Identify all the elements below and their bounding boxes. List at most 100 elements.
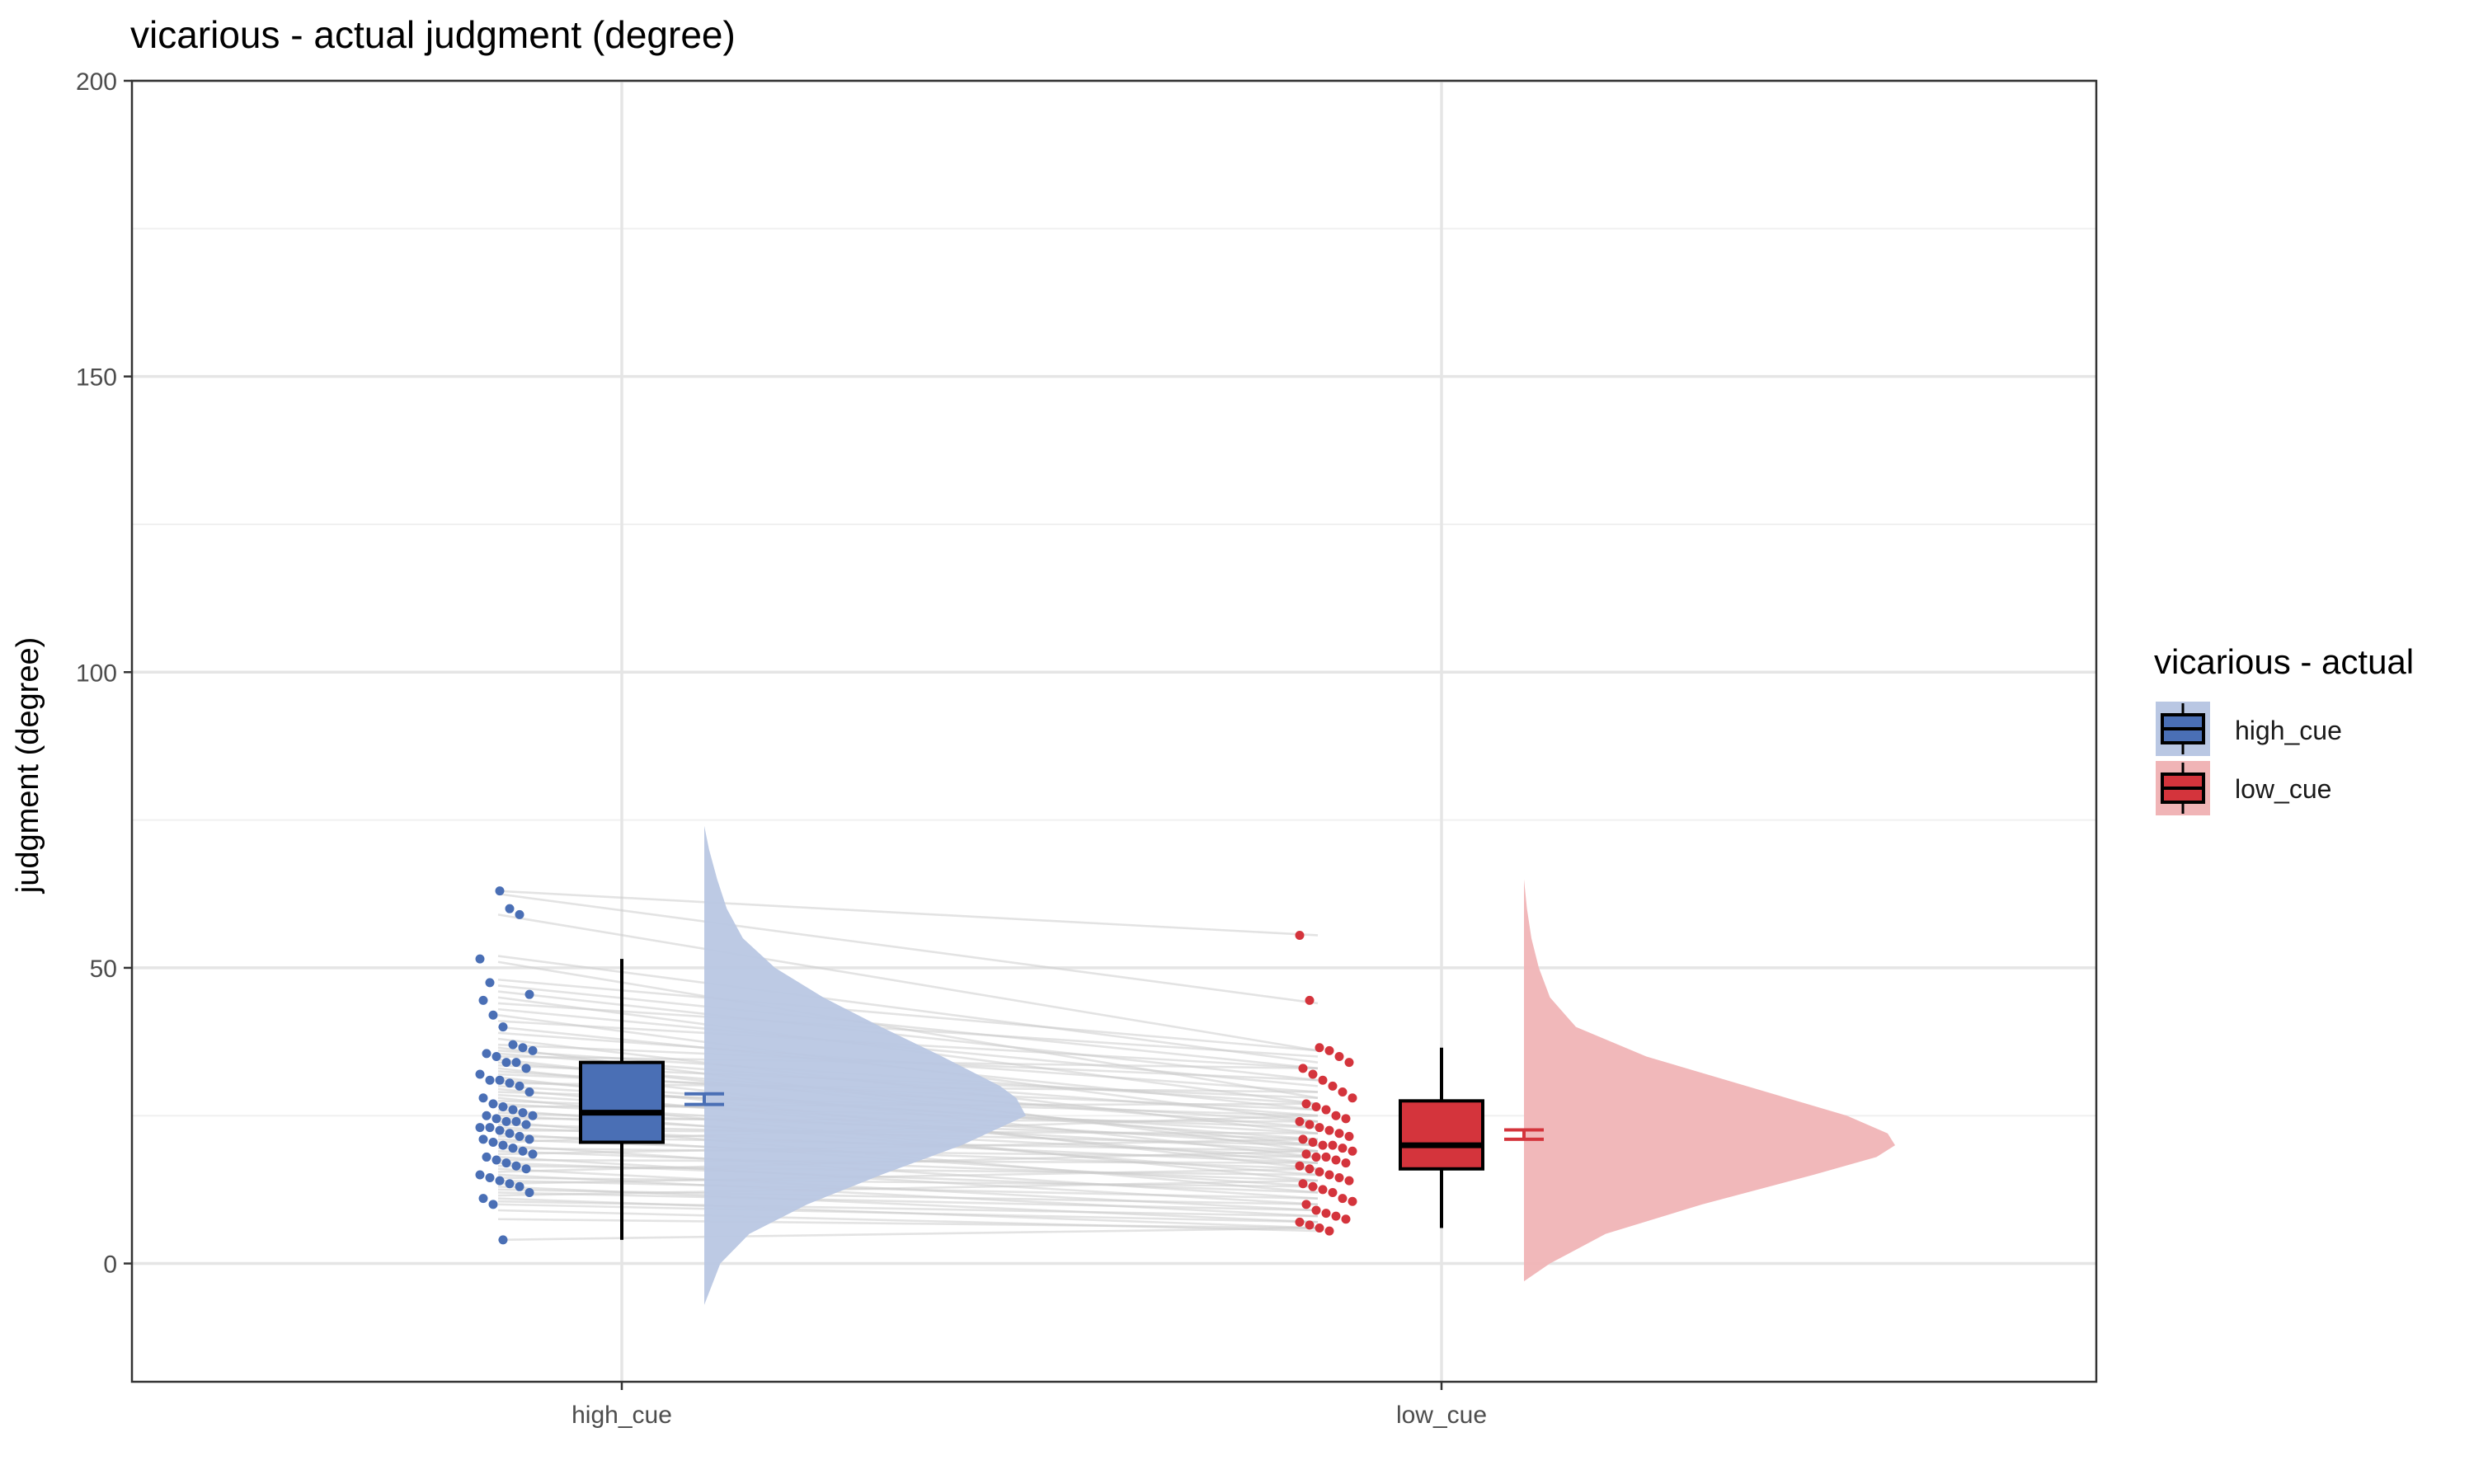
data-point-low-cue xyxy=(1324,1226,1334,1236)
data-point-high-cue xyxy=(498,1022,508,1032)
y-tick-label: 100 xyxy=(76,660,117,687)
legend-label-high-cue: high_cue xyxy=(2235,716,2342,745)
data-point-low-cue xyxy=(1311,1152,1321,1162)
data-point-high-cue xyxy=(528,1045,538,1055)
data-point-low-cue xyxy=(1295,930,1305,940)
data-point-low-cue xyxy=(1315,1043,1324,1053)
data-point-low-cue xyxy=(1318,1185,1328,1195)
data-point-high-cue xyxy=(488,1099,498,1109)
data-point-low-cue xyxy=(1315,1167,1324,1176)
data-point-high-cue xyxy=(511,1116,521,1126)
data-point-high-cue xyxy=(495,1176,505,1186)
data-point-low-cue xyxy=(1298,1064,1308,1073)
pair-line xyxy=(497,890,1319,937)
data-point-low-cue xyxy=(1334,1129,1344,1139)
pair-line xyxy=(497,1002,1319,1058)
data-point-high-cue xyxy=(511,1058,521,1068)
pair-line xyxy=(497,984,1319,1070)
data-point-high-cue xyxy=(505,1129,515,1139)
data-point-high-cue xyxy=(501,1116,511,1126)
data-point-low-cue xyxy=(1321,1105,1331,1115)
data-point-high-cue xyxy=(492,1052,501,1061)
x-tick-label: low_cue xyxy=(1396,1402,1487,1429)
data-point-low-cue xyxy=(1298,1179,1308,1189)
data-point-low-cue xyxy=(1301,1099,1311,1109)
data-point-low-cue xyxy=(1328,1140,1338,1150)
data-point-low-cue xyxy=(1328,1081,1338,1091)
data-point-high-cue xyxy=(492,1155,501,1165)
data-point-low-cue xyxy=(1311,1205,1321,1215)
box-iqr xyxy=(1399,1099,1484,1171)
pair-line xyxy=(497,1191,1319,1212)
data-point-high-cue xyxy=(521,1064,531,1073)
y-tick-label: 150 xyxy=(76,364,117,392)
data-point-high-cue xyxy=(498,1140,508,1150)
pair-line xyxy=(497,1227,1319,1242)
pair-line xyxy=(497,1203,1319,1223)
data-point-low-cue xyxy=(1305,1220,1315,1230)
chart-title: vicarious - actual judgment (degree) xyxy=(130,13,736,56)
data-point-low-cue xyxy=(1341,1214,1351,1224)
pair-line xyxy=(497,978,1319,1052)
data-point-low-cue xyxy=(1308,1138,1318,1148)
data-point-high-cue xyxy=(478,1134,488,1144)
data-point-low-cue xyxy=(1324,1045,1334,1055)
data-point-high-cue xyxy=(482,1111,492,1120)
data-point-high-cue xyxy=(505,904,515,913)
data-point-high-cue xyxy=(495,1125,505,1135)
data-point-high-cue xyxy=(521,1164,531,1174)
data-point-high-cue xyxy=(482,1152,492,1162)
data-point-high-cue xyxy=(478,995,488,1005)
data-point-high-cue xyxy=(515,1131,524,1141)
legend-label-low-cue: low_cue xyxy=(2235,774,2331,804)
pair-line xyxy=(497,892,1319,1005)
legend: vicarious - actual high_cue low_cue xyxy=(2154,642,2414,815)
data-point-low-cue xyxy=(1338,1087,1348,1097)
density-cloud-high-cue xyxy=(704,825,1026,1305)
data-point-high-cue xyxy=(498,1101,508,1111)
data-point-high-cue xyxy=(478,1194,488,1204)
data-point-low-cue xyxy=(1318,1140,1328,1150)
data-point-high-cue xyxy=(524,1087,534,1097)
data-point-high-cue xyxy=(521,1120,531,1129)
data-point-low-cue xyxy=(1344,1131,1354,1141)
data-point-high-cue xyxy=(518,1043,528,1053)
box-iqr xyxy=(579,1060,665,1144)
data-point-high-cue xyxy=(475,954,485,964)
data-point-low-cue xyxy=(1318,1075,1328,1085)
data-point-low-cue xyxy=(1315,1223,1324,1233)
data-point-high-cue xyxy=(511,1161,521,1171)
data-point-high-cue xyxy=(515,909,524,919)
data-point-low-cue xyxy=(1305,1164,1315,1174)
data-point-low-cue xyxy=(1305,995,1315,1005)
data-point-low-cue xyxy=(1334,1173,1344,1183)
pair-line xyxy=(497,1176,1319,1188)
data-point-high-cue xyxy=(528,1111,538,1120)
data-point-low-cue xyxy=(1338,1144,1348,1153)
data-point-high-cue xyxy=(518,1108,528,1118)
data-point-low-cue xyxy=(1324,1125,1334,1135)
pair-line xyxy=(497,913,1319,1052)
data-point-low-cue xyxy=(1311,1101,1321,1111)
legend-title: vicarious - actual xyxy=(2154,642,2414,681)
data-point-low-cue xyxy=(1305,1120,1315,1129)
data-point-high-cue xyxy=(524,1134,534,1144)
data-point-low-cue xyxy=(1295,1217,1305,1227)
data-point-low-cue xyxy=(1315,1123,1324,1133)
data-point-high-cue xyxy=(524,1187,534,1197)
data-point-low-cue xyxy=(1308,1069,1318,1079)
data-point-high-cue xyxy=(501,1158,511,1168)
data-point-low-cue xyxy=(1344,1176,1354,1186)
data-point-high-cue xyxy=(482,1049,492,1059)
data-point-low-cue xyxy=(1334,1052,1344,1061)
data-point-high-cue xyxy=(475,1123,485,1133)
data-point-low-cue xyxy=(1301,1200,1311,1209)
data-point-low-cue xyxy=(1331,1111,1341,1120)
data-point-high-cue xyxy=(508,1105,518,1115)
y-tick-label: 0 xyxy=(103,1252,117,1279)
data-point-high-cue xyxy=(518,1146,528,1156)
data-point-high-cue xyxy=(485,978,495,988)
data-point-high-cue xyxy=(498,1235,508,1245)
